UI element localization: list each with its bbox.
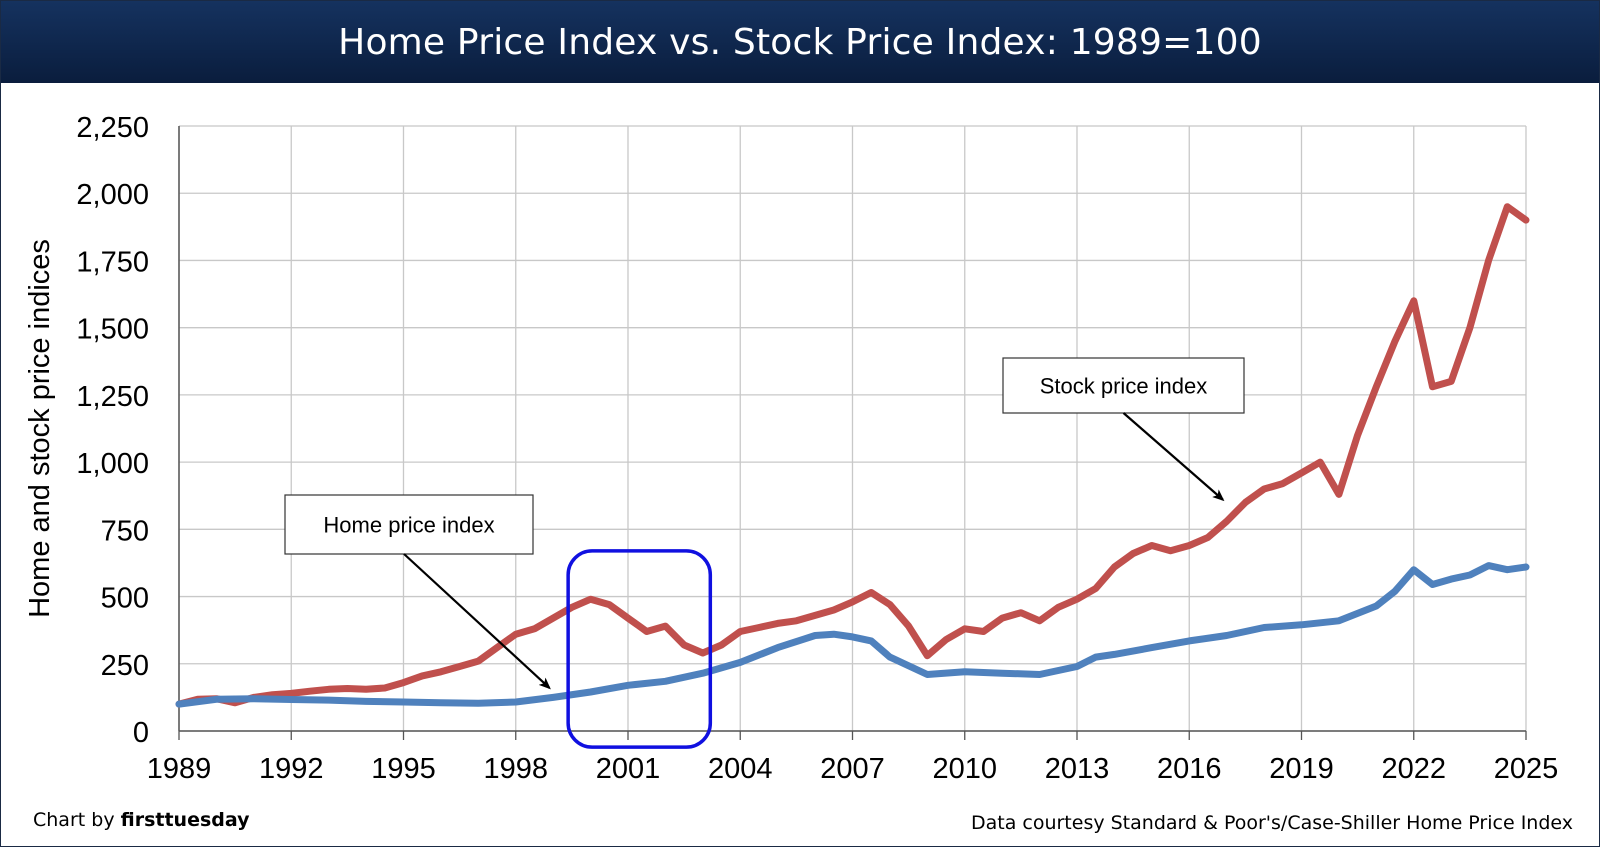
x-tick-label: 1998 xyxy=(483,753,548,785)
stock-price-series-line xyxy=(175,203,1530,708)
y-tick-label: 2,250 xyxy=(76,112,149,144)
home-price-callout-arrow xyxy=(403,553,551,690)
credit-brand: firsttuesday xyxy=(120,809,250,831)
x-tick-label: 2016 xyxy=(1157,753,1222,785)
x-tick-label: 2001 xyxy=(596,753,661,785)
stock-price-callout-box xyxy=(1002,357,1245,414)
home-price-callout-label: Home price index xyxy=(323,513,494,538)
y-tick-label: 750 xyxy=(101,515,149,547)
x-tick-label: 1995 xyxy=(371,753,436,785)
home-price-series-line xyxy=(175,562,1530,708)
y-tick-label: 250 xyxy=(101,650,149,682)
y-axis-title: Home and stock price indices xyxy=(24,239,56,618)
y-tick-label: 1,500 xyxy=(76,314,149,346)
x-tick-label: 2010 xyxy=(932,753,997,785)
y-tick-label: 1,000 xyxy=(76,448,149,480)
chart-title: Home Price Index vs. Stock Price Index: … xyxy=(1,1,1599,83)
stock-price-callout-arrow xyxy=(1122,412,1225,502)
y-tick-label: 500 xyxy=(101,583,149,615)
x-tick-label: 1989 xyxy=(147,753,212,785)
x-tick-label: 2025 xyxy=(1494,753,1559,785)
x-tick-label: 2019 xyxy=(1269,753,1334,785)
highlight-range-box xyxy=(566,549,713,749)
y-tick-label: 2,000 xyxy=(76,179,149,211)
y-tick-label: 1,750 xyxy=(76,246,149,278)
x-tick-label: 2007 xyxy=(820,753,885,785)
stock-price-callout-label: Stock price index xyxy=(1040,374,1208,399)
x-tick-label: 2013 xyxy=(1045,753,1110,785)
credit-prefix: Chart by xyxy=(33,809,121,831)
y-tick-label: 1,250 xyxy=(76,381,149,413)
x-tick-label: 1992 xyxy=(259,753,324,785)
home-price-callout-box xyxy=(284,494,534,555)
x-tick-label: 2022 xyxy=(1381,753,1446,785)
data-source-credit: Data courtesy Standard & Poor's/Case-Shi… xyxy=(970,812,1573,834)
x-tick-label: 2004 xyxy=(708,753,773,785)
chart-credit: Chart by firsttuesday xyxy=(33,809,249,831)
y-tick-label: 0 xyxy=(133,717,149,749)
